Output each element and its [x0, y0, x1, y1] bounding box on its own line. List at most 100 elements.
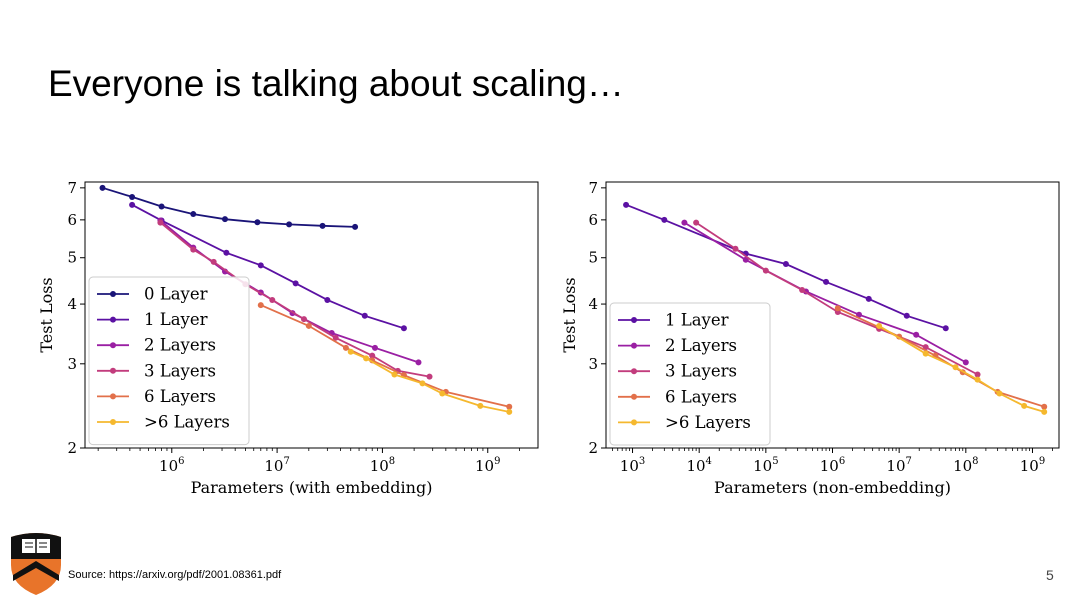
- x-tick-label: 107: [886, 456, 911, 475]
- y-tick-label: 3: [67, 355, 77, 373]
- legend-entry: 6 Layers: [144, 387, 216, 406]
- x-tick-label: 103: [620, 456, 645, 475]
- x-tick-label: 106: [820, 456, 845, 475]
- data-point: [300, 316, 307, 323]
- legend: 1 Layer 2 Layers 3 Layers 6 Layers >6 Layers: [609, 302, 771, 446]
- data-point: [319, 222, 326, 229]
- y-tick-label: 4: [588, 295, 598, 313]
- legend-swatch-marker: [631, 393, 637, 400]
- data-point: [352, 223, 359, 230]
- data-point: [506, 408, 513, 415]
- data-point: [415, 359, 422, 366]
- data-point: [732, 245, 739, 252]
- data-point: [623, 201, 630, 208]
- data-point: [996, 390, 1003, 397]
- x-tick-label: 109: [1020, 456, 1045, 475]
- legend-entry: >6 Layers: [144, 413, 230, 432]
- data-point: [799, 287, 806, 294]
- y-tick-label: 5: [588, 249, 598, 267]
- chart-non-embedding: 103 104 105 106 107 108 109 2 3 4 5 6 7 Parameters (n…: [560, 179, 1060, 497]
- data-point: [856, 311, 863, 318]
- data-point: [922, 344, 929, 351]
- data-point: [332, 334, 339, 341]
- data-point: [834, 305, 841, 312]
- data-point: [762, 267, 769, 274]
- legend-swatch-marker: [110, 316, 116, 323]
- data-point: [439, 390, 446, 397]
- legend-swatch-marker: [110, 291, 116, 297]
- y-tick-label: 4: [67, 295, 77, 313]
- data-point: [782, 261, 789, 268]
- data-point: [324, 296, 331, 303]
- legend-swatch-marker: [631, 419, 637, 426]
- data-point: [903, 312, 910, 319]
- data-point: [1041, 403, 1048, 410]
- legend-entry: 3 Layers: [665, 362, 737, 381]
- princeton-shield-logo: [11, 533, 61, 595]
- data-point: [257, 302, 264, 309]
- y-tick-label: 6: [588, 211, 598, 229]
- legend-swatch-marker: [631, 317, 637, 323]
- legend-swatch-marker: [110, 419, 116, 425]
- series-line: [695, 221, 979, 376]
- data-point: [962, 359, 969, 366]
- y-axis-label: Test Loss: [560, 277, 579, 352]
- y-tick-label: 2: [588, 439, 598, 457]
- data-point: [257, 262, 264, 269]
- x-tick-label: 104: [686, 456, 711, 475]
- legend-entry: 3 Layers: [144, 361, 216, 380]
- legend-swatch-marker: [631, 342, 637, 349]
- y-tick-label: 7: [67, 179, 77, 197]
- slide-title: Everyone is talking about scaling…: [48, 63, 624, 104]
- data-point: [129, 201, 136, 208]
- y-tick-label: 7: [588, 179, 598, 197]
- y-tick-label: 5: [67, 249, 77, 267]
- chart-with-embedding: 106 107 108 109 2 3 4 5 6 7 Parameters (with embed…: [37, 179, 539, 497]
- data-point: [363, 355, 370, 362]
- x-tick-label: 109: [475, 456, 500, 475]
- data-point: [1021, 402, 1028, 409]
- data-point: [221, 216, 228, 223]
- legend-swatch-marker: [631, 368, 637, 375]
- y-tick-label: 3: [588, 355, 598, 373]
- series-line: [625, 203, 947, 330]
- data-point: [269, 296, 276, 303]
- x-tick-label: 105: [753, 456, 778, 475]
- data-point: [286, 221, 293, 228]
- x-tick-label: 108: [370, 456, 395, 475]
- data-point: [506, 403, 513, 410]
- data-point: [99, 184, 106, 191]
- data-point: [190, 246, 197, 253]
- data-point: [913, 331, 920, 338]
- x-tick-label: 106: [159, 456, 184, 475]
- x-tick-label: 107: [264, 456, 289, 475]
- data-point: [974, 376, 981, 383]
- data-point: [361, 312, 368, 319]
- data-point: [157, 219, 164, 226]
- data-point: [210, 258, 217, 265]
- data-point: [292, 280, 299, 287]
- x-tick-label: 108: [953, 456, 978, 475]
- data-point: [419, 380, 426, 387]
- data-point: [693, 219, 700, 226]
- data-point: [129, 193, 136, 200]
- legend-entry: 6 Layers: [665, 387, 737, 406]
- data-point: [158, 203, 165, 210]
- data-point: [426, 373, 433, 380]
- legend-entry: 2 Layers: [665, 336, 737, 355]
- data-point: [876, 322, 883, 329]
- data-point: [254, 219, 261, 226]
- data-point: [347, 348, 354, 355]
- data-point: [922, 350, 929, 357]
- data-point: [391, 371, 398, 378]
- data-point: [371, 344, 378, 351]
- data-point: [823, 278, 830, 285]
- data-point: [942, 325, 949, 332]
- source-citation: Source: https://arxiv.org/pdf/2001.08361…: [68, 569, 282, 581]
- data-point: [305, 322, 312, 329]
- x-axis-label: Parameters (non-embedding): [714, 478, 951, 497]
- y-axis-label: Test Loss: [37, 277, 56, 352]
- data-point: [223, 249, 230, 256]
- legend-swatch-marker: [110, 342, 116, 349]
- y-tick-label: 2: [67, 439, 77, 457]
